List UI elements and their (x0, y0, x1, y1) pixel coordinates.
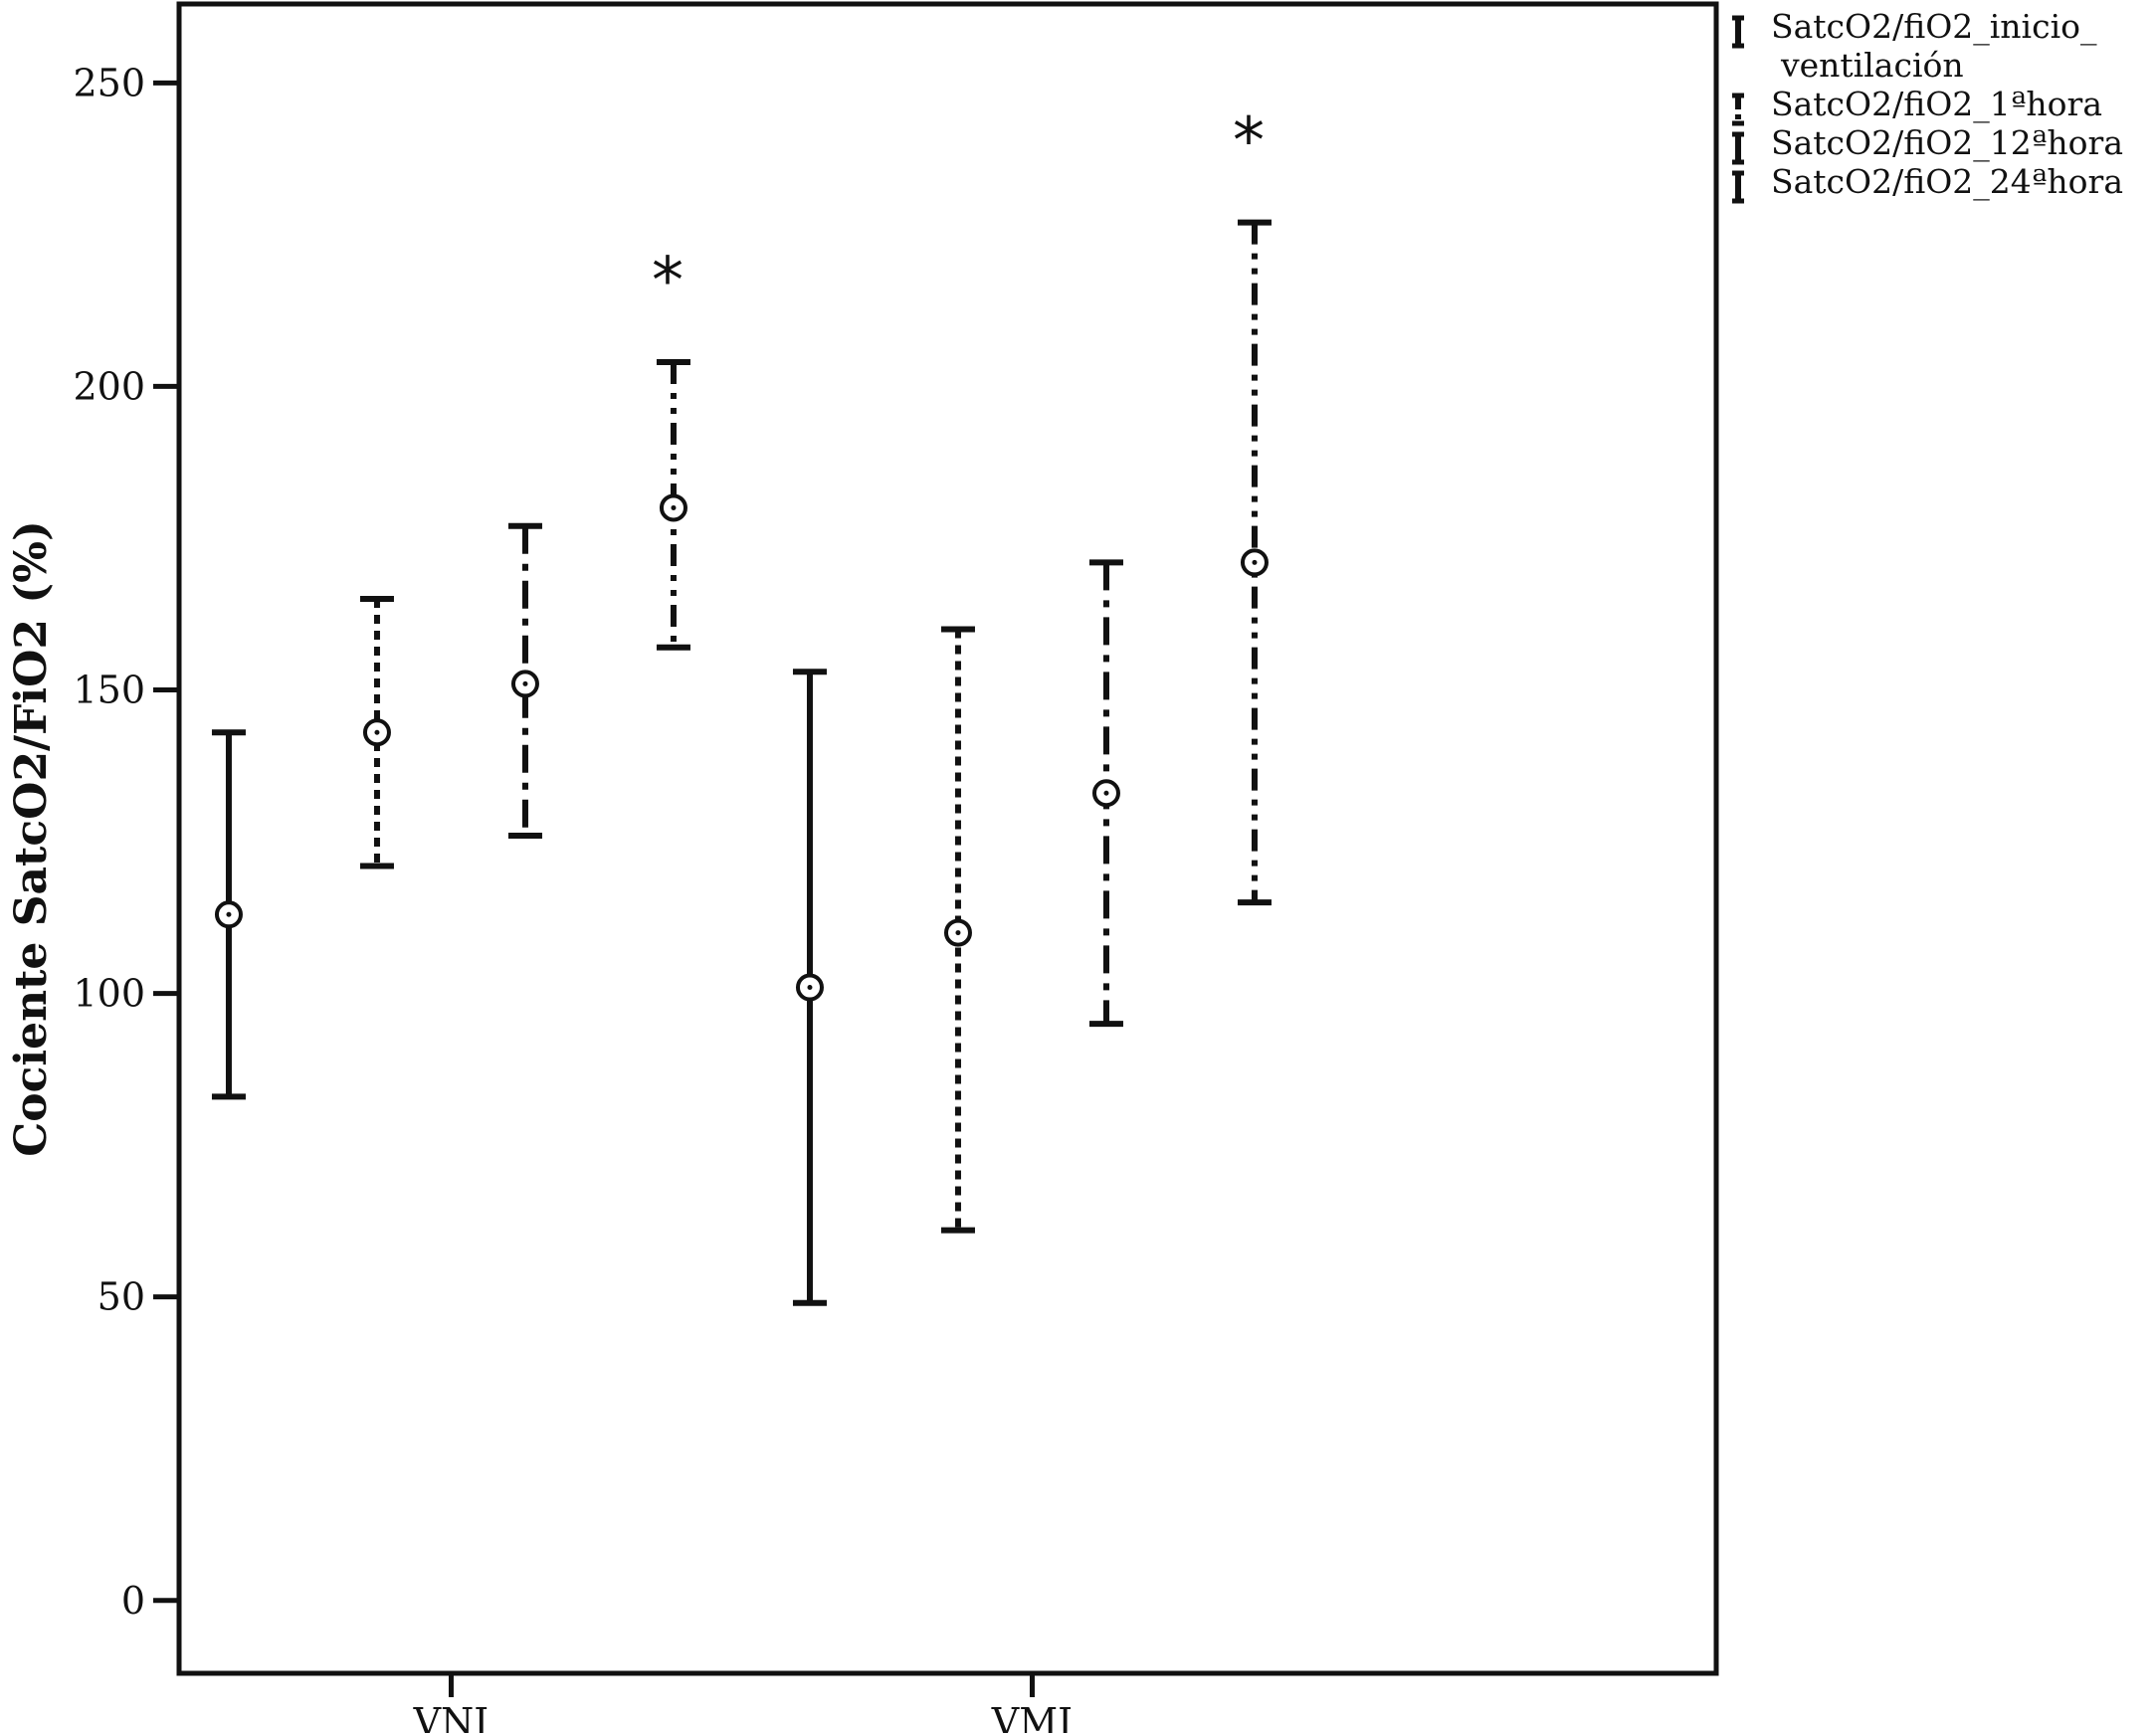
error-bar (507, 522, 542, 839)
legend-entry: SatcO2/fiO2_1ªhora (1732, 85, 2102, 126)
mean-point-center (374, 729, 380, 735)
y-tick-label: 100 (73, 972, 145, 1016)
mean-point-center (1252, 559, 1258, 565)
error-bar: * (652, 245, 690, 651)
y-tick-label: 0 (121, 1579, 145, 1623)
y-tick-label: 150 (73, 669, 145, 712)
x-axis: VNI VMI (413, 1673, 1073, 1733)
mean-point-center (1103, 790, 1109, 796)
error-bar (940, 626, 975, 1234)
legend-label: SatcO2/fiO2_12ªhora (1771, 123, 2123, 163)
legend-entry: SatcO2/fiO2_24ªhora (1732, 162, 2123, 204)
error-bars: ** (211, 105, 1272, 1306)
y-tick-label: 200 (73, 364, 145, 408)
legend-label: SatcO2/fiO2_inicio_ (1771, 7, 2097, 47)
y-axis-title: Cociente SatcO2/FiO2 (%) (6, 520, 57, 1157)
significance-marker: * (1233, 105, 1265, 179)
x-tick-label: VNI (413, 1700, 490, 1733)
significance-marker: * (652, 245, 684, 318)
y-axis: 0 50 100 150 200 250 (73, 61, 179, 1623)
mean-point-center (522, 680, 528, 686)
error-bar (211, 729, 246, 1100)
legend-entry: SatcO2/fiO2_12ªhora (1732, 123, 2123, 165)
y-tick-label: 50 (98, 1275, 145, 1319)
legend-entry: SatcO2/fiO2_inicio_ventilación (1732, 7, 2097, 85)
error-bar: * (1233, 105, 1272, 906)
mean-point-center (671, 504, 677, 510)
legend-label: SatcO2/fiO2_1ªhora (1771, 85, 2102, 124)
legend-label: ventilación (1780, 46, 1964, 85)
error-bar (792, 669, 827, 1306)
mean-point-center (955, 930, 961, 936)
plot-frame (176, 1, 1719, 1676)
legend-label: SatcO2/fiO2_24ªhora (1771, 162, 2123, 202)
legend: SatcO2/fiO2_inicio_ventilaciónSatcO2/fiO… (1732, 7, 2123, 204)
x-tick-label: VMI (991, 1700, 1073, 1733)
error-bar (359, 595, 394, 869)
mean-point-center (807, 984, 813, 990)
error-bar (1088, 559, 1123, 1028)
mean-point-center (226, 911, 232, 917)
y-tick-label: 250 (73, 61, 145, 104)
